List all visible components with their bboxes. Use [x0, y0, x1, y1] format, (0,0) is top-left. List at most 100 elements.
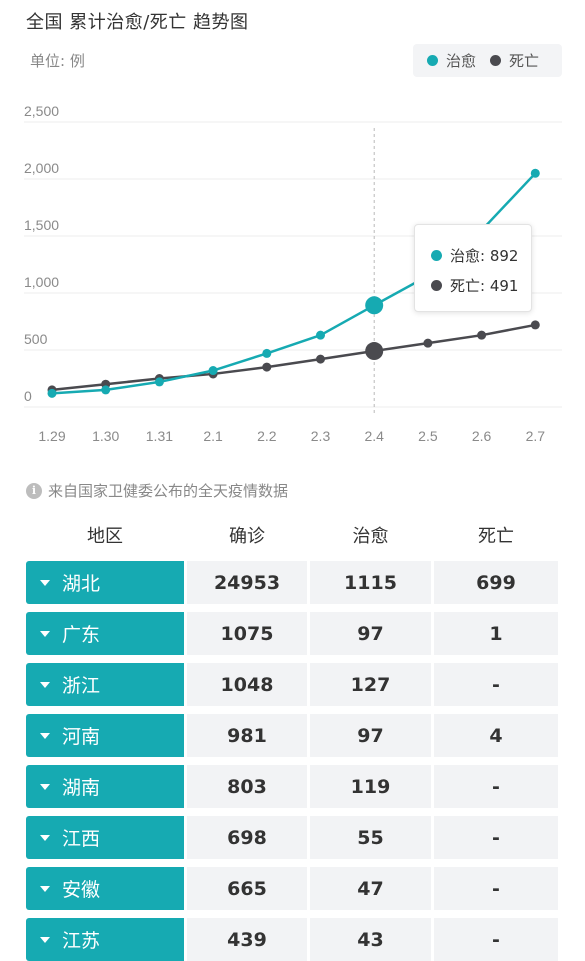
data-point-dead — [477, 330, 487, 340]
region-name: 江苏 — [62, 930, 101, 952]
caret-down-icon[interactable] — [40, 885, 50, 892]
data-point-dead — [365, 342, 384, 361]
region-name: 湖南 — [62, 777, 101, 799]
region-cell[interactable]: 广东 — [26, 612, 184, 655]
region-cell[interactable]: 湖南 — [26, 765, 184, 808]
dead-cell: 4 — [434, 714, 558, 757]
y-tick-label: 500 — [24, 331, 48, 347]
table-row[interactable]: 湖北 24953 1115 699 — [26, 561, 558, 604]
region-name: 江西 — [62, 828, 101, 850]
legend-dot-cured — [427, 55, 438, 66]
data-point-dead — [530, 320, 540, 330]
unit-label: 单位: 例 — [30, 52, 85, 70]
cured-cell: 1115 — [310, 561, 431, 604]
confirmed-cell: 1075 — [187, 612, 307, 655]
cured-cell: 43 — [310, 918, 431, 961]
table-header: 地区 确诊 治愈 死亡 — [26, 522, 558, 552]
x-tick-label: 2.4 — [364, 428, 384, 444]
x-tick-label: 2.2 — [257, 428, 277, 444]
region-cell[interactable]: 江西 — [26, 816, 184, 859]
x-tick-label: 1.31 — [146, 428, 173, 444]
confirmed-cell: 698 — [187, 816, 307, 859]
legend-item-cured[interactable]: 治愈 — [427, 50, 476, 71]
table-row[interactable]: 江苏 439 43- — [26, 918, 558, 961]
tooltip-row-dead: 死亡: 491 — [431, 275, 518, 296]
x-tick-label: 2.3 — [311, 428, 331, 444]
cured-cell: 55 — [310, 816, 431, 859]
caret-down-icon[interactable] — [40, 732, 50, 739]
legend-label-dead: 死亡 — [509, 52, 540, 70]
tooltip-dot-dead — [431, 280, 442, 291]
x-tick-label: 2.1 — [203, 428, 223, 444]
caret-down-icon[interactable] — [40, 936, 50, 943]
legend-label-cured: 治愈 — [446, 52, 477, 70]
data-point-cured — [208, 366, 218, 376]
legend-item-dead[interactable]: 死亡 — [490, 50, 539, 71]
table-row[interactable]: 安徽 665 47- — [26, 867, 558, 910]
region-cell[interactable]: 安徽 — [26, 867, 184, 910]
region-cell[interactable]: 湖北 — [26, 561, 184, 604]
header-region: 地区 — [87, 526, 123, 547]
confirmed-cell: 981 — [187, 714, 307, 757]
region-cell[interactable]: 江苏 — [26, 918, 184, 961]
cured-cell: 127 — [310, 663, 431, 706]
tooltip-dead-value: 死亡: 491 — [450, 277, 519, 295]
dead-cell: 1 — [434, 612, 558, 655]
caret-down-icon[interactable] — [40, 630, 50, 637]
info-icon[interactable]: i — [26, 482, 42, 499]
region-name: 湖北 — [62, 573, 101, 595]
dead-cell: - — [434, 765, 558, 808]
dead-cell: - — [434, 918, 558, 961]
series-line-dead — [51, 323, 536, 392]
x-tick-label: 1.29 — [38, 428, 65, 444]
data-point-dead — [316, 354, 325, 364]
table-row[interactable]: 浙江 1048 127- — [26, 663, 558, 706]
y-tick-label: 1,500 — [24, 217, 59, 233]
dead-cell: - — [434, 816, 558, 859]
region-cell[interactable]: 河南 — [26, 714, 184, 757]
confirmed-cell: 665 — [187, 867, 307, 910]
data-point-cured — [101, 385, 111, 395]
y-tick-label: 2,000 — [24, 160, 59, 176]
x-tick-label: 2.6 — [472, 428, 492, 444]
region-name: 广东 — [62, 624, 101, 646]
data-point-cured — [47, 388, 57, 398]
caret-down-icon[interactable] — [40, 834, 50, 841]
header-dead: 死亡 — [478, 526, 514, 547]
tooltip-row-cured: 治愈: 892 — [431, 245, 518, 266]
table-row[interactable]: 江西 698 55- — [26, 816, 558, 859]
data-point-cured — [365, 296, 384, 315]
region-name: 安徽 — [62, 879, 101, 901]
legend-dot-dead — [490, 55, 502, 66]
y-tick-label: 0 — [24, 388, 32, 404]
chart-tooltip: 治愈: 892 死亡: 491 — [414, 224, 532, 312]
trend-line-chart[interactable]: 2,500 2,000 1,500 1,000 500 0 1.29 1.30 1.31 2.1 2… — [0, 100, 585, 460]
chart-title: 全国 累计治愈/死亡 趋势图 — [26, 12, 249, 33]
region-cell[interactable]: 浙江 — [26, 663, 184, 706]
tooltip-dot-cured — [431, 250, 442, 261]
confirmed-cell: 439 — [187, 918, 307, 961]
table-row[interactable]: 广东 1075 97 1 — [26, 612, 558, 655]
cured-cell: 97 — [310, 714, 431, 757]
tooltip-cured-value: 治愈: 892 — [450, 247, 519, 265]
table-row[interactable]: 河南 981 97 4 — [26, 714, 558, 757]
cured-cell: 47 — [310, 867, 431, 910]
dead-cell: - — [434, 867, 558, 910]
dead-cell: - — [434, 663, 558, 706]
caret-down-icon[interactable] — [40, 579, 50, 586]
caret-down-icon[interactable] — [40, 783, 50, 790]
data-source-note: i 来自国家卫健委公布的全天疫情数据 — [26, 480, 288, 501]
x-tick-label: 2.7 — [526, 428, 546, 444]
dead-cell: 699 — [434, 561, 558, 604]
data-point-cured — [262, 348, 272, 358]
caret-down-icon[interactable] — [40, 681, 50, 688]
confirmed-cell: 803 — [187, 765, 307, 808]
header-cured: 治愈 — [352, 526, 389, 547]
data-point-cured — [316, 330, 325, 340]
data-source-text: 来自国家卫健委公布的全天疫情数据 — [48, 482, 289, 500]
x-tick-label: 1.30 — [92, 428, 119, 444]
y-tick-label: 2,500 — [24, 103, 59, 119]
table-row[interactable]: 湖南 803 119- — [26, 765, 558, 808]
confirmed-cell: 1048 — [187, 663, 307, 706]
data-point-dead — [423, 338, 433, 348]
